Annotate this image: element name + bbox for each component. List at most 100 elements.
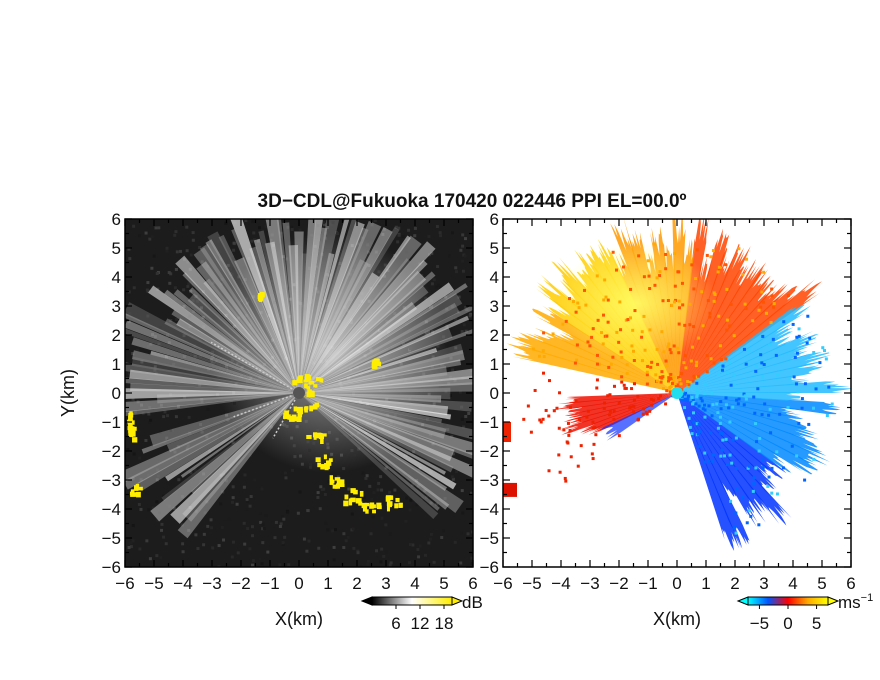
colorbar-tick-label: 18 (435, 614, 454, 633)
velocity-pixel (695, 381, 699, 385)
clutter-pixel (293, 406, 298, 412)
noise-pixel (384, 466, 388, 470)
velocity-pixel (761, 334, 765, 338)
clutter-pixel (313, 384, 318, 388)
noise-pixel (352, 546, 356, 550)
noise-pixel (217, 544, 221, 548)
velocity-pixel (771, 337, 775, 341)
velocity-pixel (653, 283, 657, 287)
noise-pixel (403, 475, 407, 479)
noise-pixel (248, 504, 252, 508)
velocity-positive-wedge (677, 279, 822, 393)
noise-pixel (454, 293, 458, 297)
velocity-pixel (705, 253, 709, 257)
velocity-pixel (684, 388, 688, 392)
noise-pixel (350, 512, 354, 516)
x-tick-label: −4 (173, 574, 192, 593)
velocity-pixel (778, 412, 782, 416)
noise-pixel (189, 471, 193, 475)
velocity-pixel (669, 351, 673, 355)
y-tick-label: −6 (102, 558, 121, 577)
noise-pixel (324, 521, 328, 525)
velocity-pixel (680, 394, 684, 398)
noise-pixel (175, 317, 179, 321)
velocity-pixel (583, 288, 587, 292)
velocity-pixel (721, 438, 725, 442)
noise-pixel (446, 428, 450, 432)
noise-pixel (442, 529, 446, 533)
velocity-pixel (694, 388, 698, 392)
noise-pixel (182, 334, 186, 338)
radar-center (671, 387, 683, 399)
noise-pixel (162, 535, 166, 539)
noise-pixel (168, 281, 172, 285)
velocity-pixel (718, 344, 722, 348)
velocity-pixel (709, 357, 713, 361)
velocity-pixel (697, 336, 701, 340)
velocity-pixel (665, 364, 669, 368)
velocity-pixel (577, 306, 581, 310)
velocity-pixel (588, 344, 592, 348)
velocity-pixel (703, 451, 707, 455)
clutter-pixel (358, 501, 363, 506)
x-tick-label: 3 (381, 574, 390, 593)
noise-pixel (259, 520, 263, 524)
y-tick-label: 6 (112, 210, 121, 229)
noise-pixel (348, 479, 352, 483)
noise-pixel (183, 395, 187, 399)
velocity-pixel (683, 406, 687, 410)
noise-pixel (180, 523, 184, 527)
noise-pixel (206, 238, 210, 242)
velocity-pixel (757, 449, 761, 453)
noise-pixel (461, 233, 465, 237)
reflectivity-beam (125, 393, 299, 413)
noise-pixel (397, 233, 401, 237)
noise-pixel (443, 496, 447, 500)
velocity-pixel (628, 406, 632, 410)
clutter-pixel (287, 414, 291, 418)
noise-pixel (191, 231, 195, 235)
noise-pixel (264, 513, 268, 517)
velocity-pixel (591, 420, 595, 424)
noise-pixel (459, 531, 463, 535)
clutter-pixel (350, 488, 356, 494)
noise-pixel (158, 326, 162, 330)
velocity-pixel (702, 403, 706, 407)
noise-pixel (232, 267, 236, 271)
velocity-glow (557, 243, 717, 363)
velocity-pixel (567, 433, 571, 437)
velocity-pixel (732, 334, 736, 338)
noise-pixel (423, 489, 427, 493)
velocity-pixel (677, 376, 681, 380)
velocity-pixel (664, 267, 668, 271)
velocity-pixel (700, 290, 704, 294)
noise-pixel (279, 522, 283, 526)
noise-pixel (454, 270, 458, 274)
y-tick-label: −2 (480, 442, 499, 461)
noise-pixel (291, 468, 295, 472)
velocity-pixel (711, 403, 715, 407)
noise-pixel (205, 500, 209, 504)
noise-pixel (462, 425, 466, 429)
clutter-pixel (306, 386, 311, 390)
x-tick-label: 2 (352, 574, 361, 593)
noise-pixel (332, 545, 336, 549)
velocity-pixel (595, 386, 599, 390)
reflectivity-x-axis-label: X(km) (275, 609, 323, 629)
noise-pixel (164, 542, 168, 546)
velocity-positive-wedge (525, 327, 677, 393)
velocity-pixel (595, 353, 599, 357)
velocity-pixel (697, 374, 701, 378)
velocity-pixel (753, 411, 757, 415)
velocity-pixel (718, 431, 722, 435)
noise-pixel (173, 233, 177, 237)
noise-pixel (198, 383, 202, 387)
noise-pixel (281, 514, 285, 518)
noise-pixel (468, 314, 472, 318)
velocity-pixel (687, 383, 691, 387)
noise-pixel (231, 540, 235, 544)
velocity-pixel (749, 514, 753, 518)
noise-pixel (253, 478, 257, 482)
clutter-pixel (395, 497, 400, 503)
velocity-pixel (568, 297, 572, 301)
